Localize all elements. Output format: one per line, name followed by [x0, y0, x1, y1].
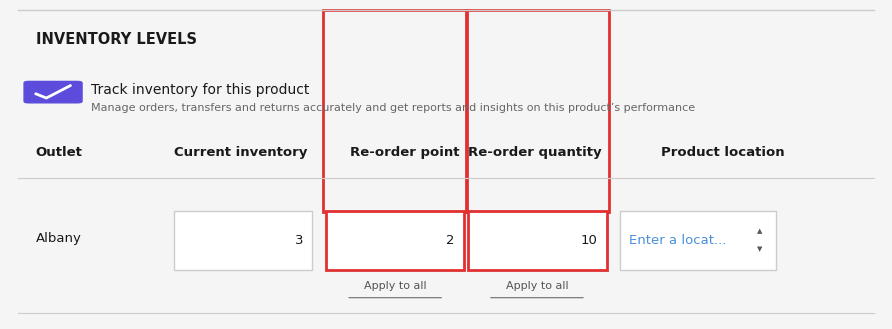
Text: ▲: ▲	[757, 228, 763, 234]
Text: Outlet: Outlet	[36, 146, 83, 160]
Text: 2: 2	[446, 234, 455, 247]
Text: Enter a locat...: Enter a locat...	[629, 234, 726, 247]
Text: Albany: Albany	[36, 232, 81, 245]
Text: Apply to all: Apply to all	[506, 281, 568, 291]
Text: ▼: ▼	[757, 246, 763, 252]
Text: Current inventory: Current inventory	[174, 146, 308, 160]
FancyBboxPatch shape	[620, 211, 776, 270]
Text: Product location: Product location	[661, 146, 785, 160]
FancyBboxPatch shape	[326, 211, 464, 270]
Text: Apply to all: Apply to all	[364, 281, 426, 291]
FancyBboxPatch shape	[24, 82, 82, 103]
Text: Track inventory for this product: Track inventory for this product	[91, 84, 310, 97]
FancyBboxPatch shape	[174, 211, 312, 270]
Text: Re-order point: Re-order point	[350, 146, 459, 160]
Text: Manage orders, transfers and returns accurately and get reports and insights on : Manage orders, transfers and returns acc…	[91, 103, 695, 113]
Text: 3: 3	[294, 234, 303, 247]
Text: INVENTORY LEVELS: INVENTORY LEVELS	[36, 32, 196, 47]
Text: 10: 10	[581, 234, 598, 247]
FancyBboxPatch shape	[468, 211, 607, 270]
Text: Re-order quantity: Re-order quantity	[468, 146, 602, 160]
